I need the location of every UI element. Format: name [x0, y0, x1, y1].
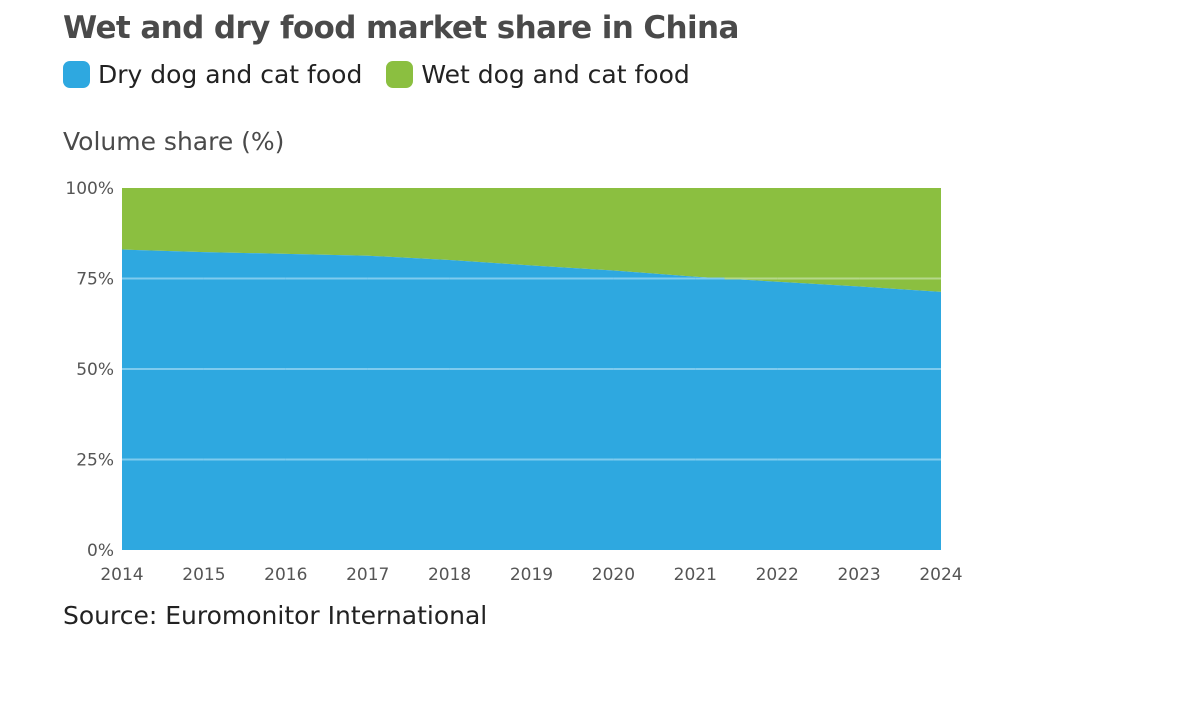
y-tick-label: 25%	[76, 451, 114, 471]
legend-item-dry: Dry dog and cat food	[63, 60, 362, 89]
x-tick-label: 2015	[182, 565, 225, 585]
source-note: Source: Euromonitor International	[63, 601, 488, 630]
y-tick-label: 0%	[87, 541, 114, 561]
legend-swatch-dry	[63, 61, 90, 88]
x-tick-label: 2022	[756, 565, 799, 585]
y-axis-label: Volume share (%)	[63, 127, 285, 156]
legend-item-wet: Wet dog and cat food	[386, 60, 690, 89]
legend: Dry dog and cat food Wet dog and cat foo…	[63, 60, 714, 89]
x-tick-label: 2019	[510, 565, 553, 585]
x-tick-label: 2020	[592, 565, 635, 585]
x-tick-label: 2023	[837, 565, 880, 585]
legend-label-dry: Dry dog and cat food	[98, 60, 363, 89]
x-tick-label: 2014	[100, 565, 143, 585]
chart-title: Wet and dry food market share in China	[63, 10, 739, 46]
legend-swatch-wet	[386, 61, 414, 88]
y-tick-label: 50%	[76, 360, 114, 380]
y-tick-label: 75%	[76, 270, 114, 290]
x-tick-label: 2024	[919, 565, 962, 585]
x-tick-label: 2016	[264, 565, 307, 585]
x-tick-label: 2021	[674, 565, 717, 585]
area-wet-dog-and-cat-food	[122, 188, 941, 292]
area-dry-dog-and-cat-food	[122, 249, 941, 551]
x-tick-label: 2018	[428, 565, 471, 585]
x-tick-label: 2017	[346, 565, 389, 585]
y-tick-label: 100%	[65, 179, 114, 199]
legend-label-wet: Wet dog and cat food	[421, 60, 690, 89]
